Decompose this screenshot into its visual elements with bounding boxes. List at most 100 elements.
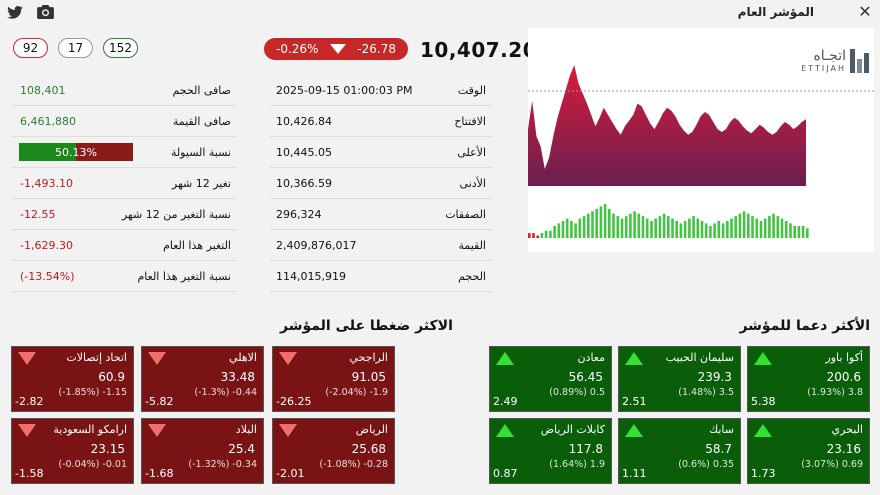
volume-bar	[789, 223, 792, 238]
volume-bar	[793, 225, 796, 238]
down-arrow-icon	[329, 44, 346, 54]
stock-tile[interactable]: معادن 56.45 (0.89%) 0.5 2.49	[489, 346, 612, 412]
stat-row: 10,445.05 الأعلى	[270, 137, 492, 168]
volume-bar	[700, 221, 704, 238]
index-impact: -2.01	[276, 467, 305, 480]
volume-bar	[797, 225, 801, 238]
advanced-count: 152	[103, 38, 138, 58]
stat-label: الصفقات	[445, 207, 486, 221]
ettijah-logo: اتجـاه ETTIJAH	[801, 48, 870, 73]
index-impact: 5.38	[751, 395, 776, 408]
stock-change: (1.64%) 1.9	[549, 459, 605, 470]
stock-price: 23.15	[90, 442, 125, 456]
volume-bar	[578, 218, 582, 238]
stat-row: -1,629.30 التغير هذا العام	[12, 230, 237, 261]
stock-change: (-2.04%) -1.9	[325, 387, 388, 398]
stock-name: البحري	[831, 423, 863, 436]
stat-label: نسبة التغير من 12 شهر	[121, 207, 231, 221]
down-arrow-icon	[18, 352, 36, 365]
unchanged-count: 17	[58, 38, 93, 58]
volume-bar	[671, 218, 674, 238]
stock-price: 58.7	[705, 442, 732, 456]
volume-bar	[574, 223, 577, 238]
close-icon[interactable]: ✕	[858, 2, 872, 21]
stock-tile[interactable]: الراجحي 91.05 (-2.04%) -1.9 -26.25	[272, 346, 395, 412]
stock-tile[interactable]: سابك 58.7 (0.6%) 0.35 1.11	[618, 418, 741, 484]
stat-row: 50.13% نسبة السيولة	[12, 137, 237, 168]
volume-bar	[742, 211, 746, 238]
stock-tile[interactable]: أكوا باور 200.6 (1.93%) 3.8 5.38	[747, 346, 870, 412]
stock-tile[interactable]: الاهلي 33.48 (-1.3%) -0.44 -5.82	[141, 346, 264, 412]
stock-name: أكوا باور	[825, 351, 863, 364]
stat-row: 108,401 صافى الحجم	[12, 75, 237, 106]
camera-icon[interactable]	[36, 4, 54, 20]
volume-bar	[641, 216, 645, 238]
stat-value: 10,426.84	[276, 114, 332, 128]
stat-row: 2,409,876,017 القيمة	[270, 230, 492, 261]
price-area	[528, 65, 806, 186]
volume-bar	[658, 216, 662, 238]
stock-tile[interactable]: اتحاد إتصالات 60.9 (-1.85%) -1.15 -2.82	[11, 346, 134, 412]
volume-bar	[704, 223, 708, 238]
volume-bar	[608, 208, 611, 238]
stock-tile[interactable]: الرياض 25.68 (-1.08%) -0.28 -2.01	[272, 418, 395, 484]
volume-bar	[667, 216, 670, 238]
stats-table-secondary: 108,401 صافى الحجم 6,461,880 صافى القيمة 50.…	[12, 75, 237, 292]
up-arrow-icon	[625, 424, 643, 437]
stat-value: 296,324	[276, 207, 322, 221]
window-title: المؤشر العام	[737, 5, 814, 19]
volume-bar	[616, 216, 620, 238]
volume-bar	[536, 235, 539, 238]
stock-tile[interactable]: سليمان الحبيب 239.3 (1.48%) 3.5 2.51	[618, 346, 741, 412]
up-arrow-icon	[496, 424, 514, 437]
stock-tile[interactable]: كابلات الرياض 117.8 (1.64%) 1.9 0.87	[489, 418, 612, 484]
index-impact: 1.11	[622, 467, 647, 480]
stock-name: الرياض	[355, 423, 388, 436]
index-change-pct: -0.26%	[276, 42, 319, 56]
logo-english: ETTIJAH	[801, 64, 846, 73]
logo-arabic: اتجـاه	[813, 48, 846, 64]
logo-mark-icon	[850, 48, 870, 73]
stat-label: القيمة	[458, 238, 486, 252]
volume-bar	[528, 233, 531, 238]
volume-bar	[713, 223, 716, 238]
volume-bar	[730, 218, 733, 238]
index-chart[interactable]: اتجـاه ETTIJAH	[528, 28, 874, 252]
index-impact: 2.49	[493, 395, 518, 408]
down-arrow-icon	[148, 352, 166, 365]
stock-price: 56.45	[568, 370, 603, 384]
stat-row: 6,461,880 صافى القيمة	[12, 106, 237, 137]
volume-bar	[582, 216, 586, 238]
stat-value: 10,366.59	[276, 176, 332, 190]
stat-label: التغير هذا العام	[163, 238, 231, 252]
stat-label: الوقت	[457, 83, 486, 97]
volume-bar	[570, 221, 573, 238]
volume-bar	[717, 221, 721, 238]
stock-change: (-1.3%) -0.44	[194, 387, 257, 398]
volume-bar	[662, 213, 666, 238]
twitter-icon[interactable]	[6, 4, 24, 20]
volume-bar	[688, 218, 691, 238]
stat-value: -12.55	[20, 207, 56, 221]
stat-label: صافى القيمة	[172, 114, 231, 128]
volume-bar	[763, 218, 767, 238]
stat-label: تغير 12 شهر	[171, 176, 231, 190]
down-arrow-icon	[279, 424, 297, 437]
chart-svg	[528, 65, 874, 238]
volume-bar	[595, 208, 598, 238]
stats-table-main: 2025-09-15 01:00:03 PM الوقت 10,426.84 الاف…	[270, 75, 492, 292]
stat-label: الأعلى	[457, 145, 486, 159]
stock-tile[interactable]: البلاد 25.4 (-1.32%) -0.34 -1.68	[141, 418, 264, 484]
up-arrow-icon	[754, 424, 772, 437]
down-arrow-icon	[279, 352, 297, 365]
stock-change: (-0.04%) -0.01	[58, 459, 127, 470]
index-impact: -1.58	[15, 467, 44, 480]
stat-row: (-13.54%) نسبة التغير هذا العام	[12, 261, 237, 292]
stock-tile[interactable]: البحري 23.16 (3.07%) 0.69 1.73	[747, 418, 870, 484]
stock-change: (0.6%) 0.35	[678, 459, 734, 470]
stock-change: (3.07%) 0.69	[801, 459, 863, 470]
volume-bar	[721, 223, 725, 238]
stat-value: -1,629.30	[20, 238, 73, 252]
stock-tile[interactable]: ارامكو السعودية 23.15 (-0.04%) -0.01 -1.58	[11, 418, 134, 484]
stock-name: ارامكو السعودية	[53, 423, 127, 436]
